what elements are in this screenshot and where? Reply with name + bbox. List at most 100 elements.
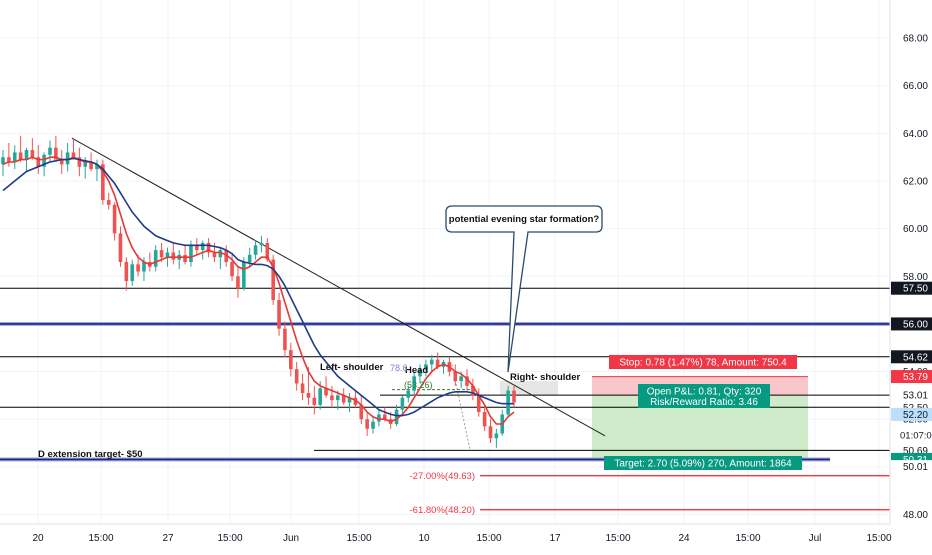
candle-body [65,152,70,165]
candle-body [101,164,105,201]
price-badge [891,407,932,421]
candle-body [371,421,375,429]
svg-text:Open P&L: 0.81, Qty: 320: Open P&L: 0.81, Qty: 320 [647,387,762,398]
candle-body [224,250,228,262]
fast-ma-line [2,156,515,425]
candle-body [512,390,516,403]
candle-body [465,376,469,386]
fib-level-label: -27.00%(49.63) [410,471,475,482]
horizontal-levels: -27.00%(49.63) -61.80%(48.20) [0,287,890,516]
candle-body [453,371,458,382]
candle-body [95,164,99,170]
countdown-label: 01:07:0 [900,431,932,442]
price-badge [891,460,932,474]
candle-body [406,390,411,398]
candle-body [242,262,246,289]
price-badge-label: 50.01 [903,462,928,473]
candle-body [435,359,440,367]
descending-trendline [71,137,606,437]
x-tick-label: 20 [32,533,44,544]
x-tick-label: 15:00 [88,533,113,544]
candle-body [394,409,399,424]
open-pnl-label[interactable]: Open P&L: 0.81, Qty: 320 Risk/Reward Rat… [638,384,770,408]
candle-body [476,395,481,413]
x-tick-label: 15:00 [735,533,760,544]
candle-body [494,433,499,439]
svg-text:Risk/Reward Ratio: 3.46: Risk/Reward Ratio: 3.46 [650,397,758,408]
price-badge [891,388,932,402]
candle-body [83,161,88,167]
candle-body [136,264,140,272]
callout[interactable]: potential evening star formation? [445,205,603,373]
price-badge-label: 56.00 [903,319,928,330]
candle-body [118,233,123,262]
stop-label[interactable]: Stop: 0.78 (1.47%) 78, Amount: 750.4 [609,355,797,369]
candle-body [7,157,11,162]
y-tick-label: 68.00 [903,34,928,45]
candle-body [324,388,328,396]
candle-body [247,254,252,262]
candle-body [341,395,346,403]
x-axis-labels: 20 15:00 27 15:00 Jun 15:00 10 15:00 17 15:00 24 15… [32,533,892,544]
candle-body [335,395,340,401]
x-tick-label: 15:00 [217,533,242,544]
x-tick-label: Jun [283,533,299,544]
candle-body [171,252,176,260]
y-tick-label: 66.00 [903,81,928,92]
trendline [71,137,606,451]
x-tick-label: 15:00 [605,533,630,544]
candle-body [1,157,5,165]
candle-body [459,376,463,382]
x-tick-label: 15:00 [866,533,891,544]
candle-body [347,397,352,403]
time-axis[interactable] [0,524,932,550]
y-tick-label: 58.00 [903,272,928,283]
candle-body [318,388,322,405]
candle-body [306,393,311,398]
x-tick-label: 15:00 [346,533,371,544]
candle-body [218,250,223,258]
candle-body [106,200,111,205]
candle-body [265,242,270,260]
candle-body [130,264,135,282]
price-badge-label: 52.20 [903,410,928,421]
target-label[interactable]: Target: 2.70 (5.09%) 270, Amount: 1864 [604,456,802,470]
candles [1,135,516,448]
candle-body [353,397,358,405]
price-badge-label: 54.62 [903,352,928,363]
candle-body [312,397,317,405]
candle-body [300,383,305,393]
candle-body [400,397,405,410]
fib-level-label: -61.80%(48.20) [410,505,475,516]
candle-body [183,254,187,262]
candle-body [230,262,234,277]
candle-body [506,390,510,415]
price-badge-label: 53.01 [903,391,928,402]
moving-averages [2,156,515,425]
candle-body [48,147,52,155]
candle-body [89,161,93,170]
x-tick-label: 17 [549,533,561,544]
price-badge [891,317,932,331]
candle-body [488,426,493,439]
candle-body [212,252,217,258]
candle-body [18,152,23,160]
x-tick-label: 27 [162,533,174,544]
candle-body [429,359,434,365]
candle-body [189,245,193,262]
head-label: Head [405,365,428,376]
candle-body [359,404,364,420]
candle-body [271,259,275,301]
candle-body [253,245,258,255]
candle-body [77,157,82,167]
svg-text:Stop: 0.78 (1.47%) 78, Amount:: Stop: 0.78 (1.47%) 78, Amount: 750.4 [619,358,787,369]
candle-body [294,369,299,384]
candle-body [165,252,170,258]
x-tick-label: 10 [418,533,430,544]
candle-body [12,152,17,162]
candle-body [471,385,475,396]
candle-body [112,204,117,234]
candle-body [365,419,369,429]
